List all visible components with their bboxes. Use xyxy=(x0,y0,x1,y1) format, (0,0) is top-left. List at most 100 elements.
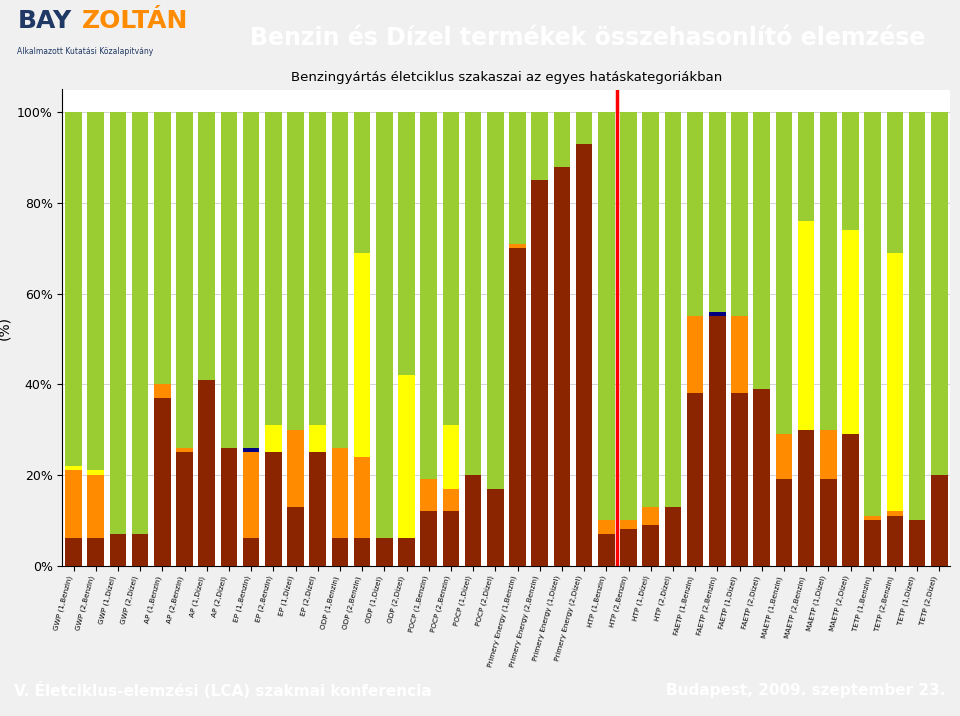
Bar xyxy=(87,475,104,538)
Bar xyxy=(65,470,82,538)
Bar xyxy=(465,475,481,566)
Bar xyxy=(532,180,548,566)
Bar xyxy=(109,112,126,534)
Bar xyxy=(221,448,237,566)
Bar xyxy=(354,538,371,566)
Text: Alkalmazott Kutatási Közalapitvány: Alkalmazott Kutatási Közalapitvány xyxy=(17,47,154,56)
Bar xyxy=(65,538,82,566)
Bar xyxy=(354,112,371,253)
Bar xyxy=(664,507,682,566)
Bar xyxy=(709,311,726,316)
Bar xyxy=(709,316,726,566)
Bar xyxy=(265,425,281,453)
Bar xyxy=(177,112,193,448)
Bar xyxy=(532,112,548,180)
Bar xyxy=(132,534,149,566)
Bar xyxy=(620,529,636,566)
Bar xyxy=(87,470,104,475)
Text: ZOLTÁN: ZOLTÁN xyxy=(82,9,188,33)
Bar xyxy=(376,112,393,538)
Bar xyxy=(686,393,704,566)
Bar xyxy=(243,112,259,448)
Bar xyxy=(199,112,215,379)
Bar xyxy=(265,453,281,566)
Bar xyxy=(243,448,259,453)
Bar xyxy=(732,393,748,566)
Bar xyxy=(864,521,881,566)
Bar xyxy=(686,112,704,316)
Bar xyxy=(686,316,704,393)
Bar xyxy=(65,466,82,470)
Bar xyxy=(331,448,348,538)
Bar xyxy=(642,525,659,566)
Bar xyxy=(754,112,770,389)
Bar xyxy=(243,453,259,538)
Bar xyxy=(199,379,215,566)
Bar xyxy=(509,243,526,248)
Title: Benzingyártás életciklus szakaszai az egyes hatáskategoriákban: Benzingyártás életciklus szakaszai az eg… xyxy=(291,71,722,84)
Bar xyxy=(931,112,948,475)
Bar xyxy=(465,112,481,475)
Bar xyxy=(576,144,592,566)
Bar xyxy=(132,112,149,534)
Bar xyxy=(798,221,814,430)
Bar xyxy=(798,430,814,566)
Bar xyxy=(509,112,526,243)
Bar xyxy=(309,112,326,425)
Bar xyxy=(243,538,259,566)
Bar xyxy=(887,516,903,566)
Bar xyxy=(820,480,836,566)
Bar xyxy=(620,521,636,529)
Bar xyxy=(732,112,748,316)
Bar xyxy=(443,511,459,566)
Bar xyxy=(732,316,748,393)
Bar xyxy=(177,453,193,566)
Bar xyxy=(798,112,814,221)
Bar xyxy=(87,112,104,470)
Bar xyxy=(776,480,792,566)
Bar xyxy=(398,538,415,566)
Bar xyxy=(776,112,792,434)
Bar xyxy=(309,453,326,566)
Bar xyxy=(598,521,614,534)
Bar xyxy=(443,425,459,488)
Text: Benzin és Dízel termékek összehasonlító elemzése: Benzin és Dízel termékek összehasonlító … xyxy=(251,26,925,49)
Bar xyxy=(820,430,836,480)
Bar xyxy=(642,112,659,507)
Bar xyxy=(398,112,415,375)
Bar xyxy=(776,434,792,480)
Bar xyxy=(221,112,237,448)
Text: Budapest, 2009. szeptember 23.: Budapest, 2009. szeptember 23. xyxy=(666,683,946,697)
Bar xyxy=(287,112,303,430)
Bar xyxy=(554,112,570,167)
Bar xyxy=(598,534,614,566)
Bar xyxy=(642,507,659,525)
Text: BAY: BAY xyxy=(17,9,72,33)
Bar xyxy=(754,389,770,566)
Bar xyxy=(842,434,859,566)
Bar xyxy=(509,248,526,566)
Bar xyxy=(443,488,459,511)
Bar xyxy=(109,534,126,566)
Bar xyxy=(287,507,303,566)
Bar xyxy=(620,112,636,521)
Bar xyxy=(354,253,371,457)
Bar xyxy=(177,448,193,453)
Bar xyxy=(842,230,859,434)
Bar xyxy=(709,112,726,311)
Bar xyxy=(664,112,682,507)
Text: V. Életciklus-elemzési (LCA) szakmai konferencia: V. Életciklus-elemzési (LCA) szakmai kon… xyxy=(14,682,432,699)
Bar xyxy=(443,112,459,425)
Bar xyxy=(398,375,415,538)
Y-axis label: (%): (%) xyxy=(0,316,12,339)
Bar xyxy=(420,511,437,566)
Bar xyxy=(909,112,925,521)
Bar xyxy=(154,384,171,398)
Bar xyxy=(87,538,104,566)
Bar xyxy=(576,112,592,144)
Bar xyxy=(376,538,393,566)
Bar xyxy=(287,430,303,507)
Bar xyxy=(354,457,371,538)
Bar xyxy=(931,475,948,566)
Bar xyxy=(909,521,925,566)
